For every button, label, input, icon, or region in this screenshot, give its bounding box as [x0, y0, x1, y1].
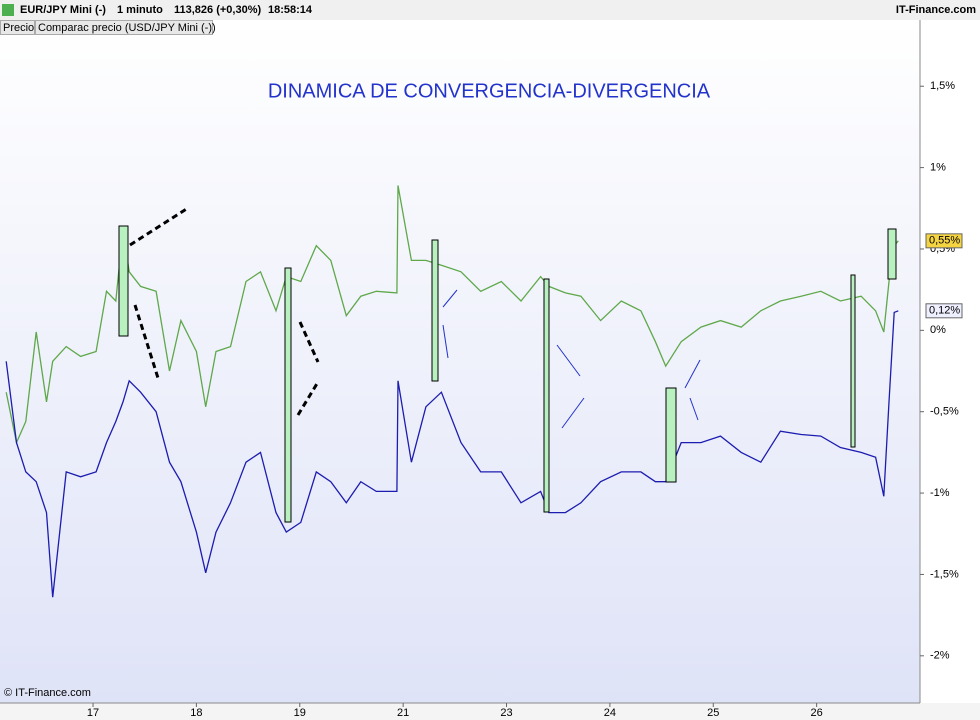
interval[interactable]: 1 minuto: [117, 4, 163, 16]
trendline: [298, 321, 320, 363]
drawings: [118, 225, 897, 523]
highlight-box: [887, 228, 897, 280]
last-value-label: 0,12%: [929, 305, 960, 317]
trendline: [556, 344, 581, 377]
plot-area: [0, 20, 920, 703]
toolbar: [0, 0, 980, 20]
last-value-box: [925, 233, 963, 249]
footer: © IT-Finance.com: [4, 687, 91, 699]
highlight-box: [850, 274, 856, 448]
tab[interactable]: [0, 20, 35, 35]
trendline: [442, 289, 458, 308]
trendline: [296, 381, 320, 416]
y-tick-label: -2%: [930, 650, 950, 662]
price-line: [5, 310, 899, 598]
app-icon: [2, 4, 14, 16]
chart-title: DINAMICA DE CONVERGENCIA-DIVERGENCIA: [268, 80, 711, 102]
tab-label[interactable]: Comparac precio (USD/JPY Mini (-)): [38, 22, 216, 34]
x-axis-area: [0, 703, 980, 720]
trendline: [689, 397, 699, 421]
y-axis-area: [920, 20, 980, 703]
trendline: [442, 324, 449, 359]
x-tick-label: 25: [707, 707, 719, 719]
highlight-box: [284, 267, 292, 523]
x-tick-label: 21: [397, 707, 409, 719]
y-tick-label: 0%: [930, 324, 946, 336]
y-tick-label: 1,5%: [930, 80, 955, 92]
x-tick-label: 19: [294, 707, 306, 719]
symbol[interactable]: EUR/JPY Mini (-): [20, 4, 106, 16]
y-tick-label: 1%: [930, 162, 946, 174]
highlight-box: [431, 239, 439, 382]
dashed-trendlines: [129, 206, 320, 416]
x-tick-label: 24: [604, 707, 616, 719]
tab-label[interactable]: Precio: [3, 22, 34, 34]
price: 113,826 (+0,30%): [174, 4, 261, 16]
x-tick-label: 17: [87, 707, 99, 719]
trendline: [133, 304, 160, 379]
last-value-label: 0,55%: [929, 235, 960, 247]
highlight-box: [665, 387, 677, 483]
highlight-box: [118, 225, 129, 337]
trendline: [129, 206, 189, 247]
last-value-box: [925, 303, 963, 319]
y-tick-label: -1,5%: [930, 568, 959, 580]
blue-trendlines: [442, 289, 701, 429]
x-tick-label: 18: [190, 707, 202, 719]
trendline: [561, 397, 585, 429]
x-tick-label: 26: [811, 707, 823, 719]
y-tick-label: -0,5%: [930, 406, 959, 418]
y-tick-label: -1%: [930, 487, 950, 499]
brand[interactable]: IT-Finance.com: [896, 4, 976, 16]
trendline: [684, 359, 701, 389]
clock: 18:58:14: [268, 4, 313, 16]
tab[interactable]: [35, 20, 213, 35]
highlight-box: [543, 278, 550, 513]
x-tick-label: 23: [500, 707, 512, 719]
